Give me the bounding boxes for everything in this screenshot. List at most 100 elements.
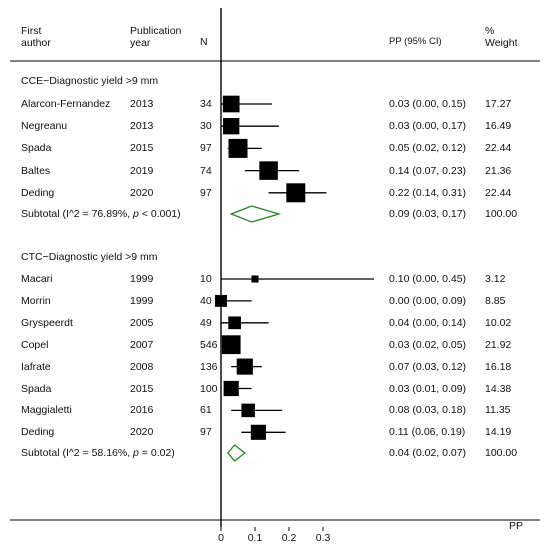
point-marker [250, 424, 266, 440]
study-ci: 0.03 (0.00, 0.17) [389, 120, 467, 133]
header-author: First author [21, 25, 51, 49]
point-marker [223, 380, 239, 397]
study-n: 49 [200, 316, 212, 329]
x-tick-label: 0 [218, 532, 224, 544]
point-marker [215, 294, 227, 307]
study-weight: 22.44 [485, 142, 512, 155]
study-ci: 0.03 (0.02, 0.05) [389, 338, 467, 351]
point-marker [251, 275, 259, 283]
study-author: Negreanu [21, 120, 68, 133]
pooled-diamond [229, 205, 282, 223]
study-n: 97 [200, 142, 212, 155]
study-weight: 21.36 [485, 164, 512, 177]
study-year: 2013 [130, 120, 154, 133]
header-author-line2: author [21, 37, 51, 49]
header-n: N [200, 36, 208, 48]
study-year: 2016 [130, 404, 154, 417]
study-weight: 16.18 [485, 360, 512, 373]
study-n: 10 [200, 273, 212, 285]
x-tick-label: 0.3 [315, 532, 331, 544]
study-ci: 0.03 (0.01, 0.09) [389, 382, 467, 395]
header-weight-line2: Weight [485, 37, 518, 49]
study-ci: 0.14 (0.07, 0.23) [389, 164, 467, 177]
header-year: Publication year [130, 25, 181, 49]
point-marker [236, 358, 253, 375]
study-weight: 22.44 [485, 186, 512, 199]
study-n: 100 [200, 382, 218, 395]
header-weight-line1: % [485, 25, 495, 37]
header-year-line1: Publication [130, 25, 182, 37]
x-tick-label: 0.2 [281, 532, 297, 544]
study-year: 2019 [130, 164, 154, 177]
header-weight: % Weight [485, 25, 518, 49]
x-tick-label: 0.1 [247, 532, 263, 544]
study-ci: 0.22 (0.14, 0.31) [389, 186, 467, 199]
study-weight: 14.38 [485, 382, 512, 395]
study-author: Macari [21, 273, 53, 285]
subtotal-weight: 100.00 [485, 208, 518, 220]
study-year: 1999 [130, 273, 154, 285]
study-author: Spada [21, 142, 52, 155]
study-year: 2008 [130, 360, 154, 373]
study-author: Spada [21, 382, 52, 395]
group-title: CCE−Diagnostic yield >9 mm [21, 75, 159, 87]
point-marker [222, 95, 240, 113]
subtotal-weight: 100.00 [485, 447, 518, 459]
point-marker [228, 316, 241, 330]
study-weight: 21.92 [485, 338, 512, 351]
study-author: Alarcon-Fernandez [21, 98, 111, 110]
study-weight: 17.27 [485, 98, 512, 110]
study-author: Baltes [21, 164, 51, 177]
subtotal-label-post: < 0.001) [138, 208, 181, 220]
point-marker [228, 138, 248, 158]
study-n: 40 [200, 294, 212, 307]
study-author: Gryspeerdt [21, 316, 73, 329]
study-ci: 0.08 (0.03, 0.18) [389, 404, 467, 417]
study-ci: 0.00 (0.00, 0.09) [389, 294, 467, 307]
subtotal-ci: 0.09 (0.03, 0.17) [389, 208, 467, 220]
subtotal-label: Subtotal (I^2 = 58.16%, p = 0.02) [21, 447, 175, 459]
x-axis-label: PP [509, 520, 524, 532]
study-author: Deding [21, 426, 55, 439]
study-weight: 14.19 [485, 426, 512, 439]
point-marker [241, 403, 255, 418]
study-ci: 0.05 (0.02, 0.12) [389, 142, 467, 155]
study-n: 34 [200, 98, 212, 110]
subtotal-label-pre: Subtotal (I^2 = 58.16%, [21, 447, 134, 459]
study-n: 97 [200, 186, 212, 199]
subtotal-label-pre: Subtotal (I^2 = 76.89%, [21, 208, 134, 220]
study-n: 97 [200, 426, 212, 439]
study-author: Deding [21, 186, 55, 199]
study-ci: 0.03 (0.00, 0.15) [389, 98, 467, 110]
subtotal-label-post: = 0.02) [138, 447, 175, 459]
point-marker [286, 183, 306, 203]
study-year: 2015 [130, 382, 154, 395]
study-author: Morrin [21, 294, 51, 307]
study-author: Maggialetti [21, 404, 72, 417]
study-year: 2020 [130, 186, 154, 199]
pooled-diamond [226, 444, 246, 462]
study-year: 2005 [130, 316, 154, 329]
header-ci: PP (95% CI) [389, 36, 442, 47]
header-year-line2: year [130, 37, 151, 49]
header-author-line1: First [21, 25, 42, 37]
subtotal-label-p: p [133, 208, 139, 220]
subtotal-label-p: p [133, 447, 139, 459]
study-weight: 3.12 [485, 273, 506, 285]
study-year: 2020 [130, 426, 154, 439]
study-ci: 0.04 (0.00, 0.14) [389, 316, 467, 329]
subtotal-ci: 0.04 (0.02, 0.07) [389, 447, 467, 459]
study-weight: 8.85 [485, 294, 506, 307]
study-weight: 10.02 [485, 316, 512, 329]
study-n: 546 [200, 338, 218, 351]
point-marker [221, 335, 241, 355]
study-year: 2007 [130, 338, 154, 351]
study-year: 2013 [130, 98, 154, 110]
study-weight: 11.35 [485, 404, 511, 417]
study-n: 61 [200, 404, 212, 417]
study-n: 30 [200, 120, 212, 133]
study-weight: 16.49 [485, 120, 512, 133]
study-author: Iafrate [21, 360, 51, 373]
study-year: 1999 [130, 294, 154, 307]
study-ci: 0.10 (0.00, 0.45) [389, 273, 467, 285]
